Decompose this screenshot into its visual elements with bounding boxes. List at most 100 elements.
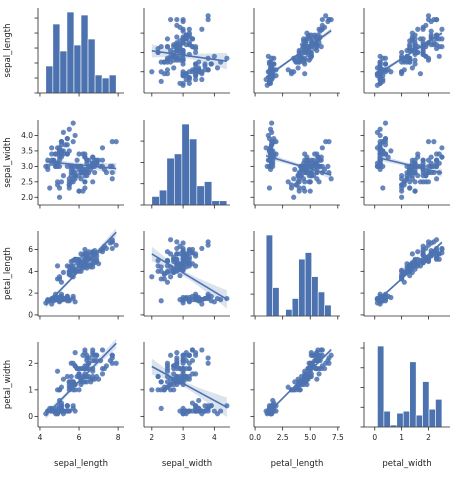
panel-petal_width-vs-sepal_length: 4 6 8 0 1 2 — [28, 338, 124, 442]
scatter-point — [439, 145, 445, 151]
scatter-point — [68, 169, 74, 176]
regression-line — [265, 29, 332, 78]
scatter-point — [66, 408, 72, 414]
scatter-point — [164, 71, 171, 77]
scatter-point — [164, 55, 171, 61]
scatter-point — [99, 145, 106, 151]
scatter-point — [90, 365, 96, 372]
scatter-point — [164, 384, 171, 390]
scatter-point — [78, 176, 84, 182]
scatter-point — [199, 26, 205, 32]
scatter-point — [399, 194, 405, 200]
histogram-bar — [174, 153, 183, 206]
scatter-point — [412, 36, 418, 42]
scatter-point — [180, 80, 186, 86]
histogram-bar — [219, 200, 228, 206]
scatter-point — [164, 67, 171, 73]
scatter-point — [407, 185, 413, 191]
scatter-point — [82, 246, 88, 253]
scatter-point — [155, 373, 161, 380]
y-tick-label: 2 — [28, 359, 33, 368]
y-tick-label: 3.0 — [21, 162, 33, 171]
x-tick-label: 2 — [149, 433, 154, 442]
scatter-point — [82, 257, 88, 264]
scatter-point — [167, 47, 174, 54]
x-axis-label-sepal_width: sepal_width — [162, 459, 212, 469]
scatter-point — [149, 69, 155, 75]
y-tick-label: 0 — [28, 311, 33, 320]
scatter-point — [423, 179, 429, 185]
scatter-point — [97, 357, 104, 364]
scatter-point — [82, 363, 88, 369]
histogram-bar — [66, 11, 75, 94]
scatter-point — [70, 139, 76, 145]
scatter-point — [70, 405, 76, 412]
scatter-point — [74, 256, 80, 262]
scatter-point — [58, 384, 65, 390]
scatter-point — [433, 176, 440, 182]
scatter-point — [60, 173, 67, 179]
scatter-point — [297, 379, 303, 385]
x-tick-label: 7.5 — [332, 433, 344, 442]
scatter-point — [47, 185, 53, 191]
regression-line — [376, 241, 443, 302]
scatter-point — [92, 169, 98, 176]
scatter-point — [205, 67, 211, 73]
histogram-bar — [101, 77, 110, 94]
scatter-point — [218, 297, 224, 303]
scatter-point — [377, 63, 383, 69]
scatter-point — [149, 274, 155, 280]
panel-sepal_width-vs-sepal_length: 2.0 2.5 3.0 3.5 4.0 — [21, 120, 124, 209]
scatter-point — [202, 63, 208, 69]
scatter-point — [196, 59, 202, 65]
scatter-point — [189, 408, 196, 414]
scatter-point — [382, 120, 389, 126]
scatter-point — [302, 71, 308, 77]
panel-petal_length-vs-petal_length — [250, 231, 340, 320]
scatter-point — [308, 173, 314, 179]
scatter-point — [205, 242, 211, 248]
scatter-point — [113, 242, 119, 248]
scatter-point — [76, 387, 82, 393]
scatter-point — [308, 163, 314, 169]
histogram-bar — [159, 189, 168, 206]
scatter-point — [319, 22, 325, 28]
scatter-point — [309, 360, 316, 366]
scatter-point — [314, 160, 320, 166]
scatter-point — [109, 360, 115, 366]
histogram-bar — [211, 200, 220, 206]
regression-line — [377, 156, 443, 174]
scatter-point — [164, 257, 171, 264]
scatter-point — [433, 151, 440, 157]
y-tick-label: 4 — [28, 267, 33, 276]
scatter-point — [420, 36, 426, 42]
scatter-point — [186, 26, 192, 32]
scatter-point — [401, 67, 407, 73]
scatter-point — [409, 176, 415, 182]
scatter-point — [412, 169, 418, 176]
panel-sepal_length-vs-sepal_width — [140, 8, 230, 97]
scatter-point — [90, 357, 96, 364]
scatter-point — [314, 376, 320, 382]
y-tick-label: 2.0 — [21, 193, 33, 202]
scatter-point — [312, 151, 318, 157]
scatter-point — [439, 26, 445, 32]
scatter-point — [199, 301, 205, 307]
x-tick-label: 4 — [212, 433, 217, 442]
scatter-point — [388, 294, 394, 301]
scatter-point — [193, 45, 199, 52]
scatter-point — [423, 22, 429, 28]
scatter-point — [288, 185, 295, 191]
scatter-point — [171, 256, 177, 262]
scatter-point — [202, 408, 208, 414]
scatter-point — [90, 352, 96, 358]
scatter-point — [80, 151, 86, 157]
scatter-point — [319, 145, 325, 151]
histogram-bar — [304, 252, 312, 317]
scatter-point — [412, 188, 418, 194]
scatter-point — [420, 26, 426, 32]
scatter-point — [174, 355, 180, 361]
scatter-point — [318, 44, 324, 50]
scatter-point — [82, 169, 88, 176]
